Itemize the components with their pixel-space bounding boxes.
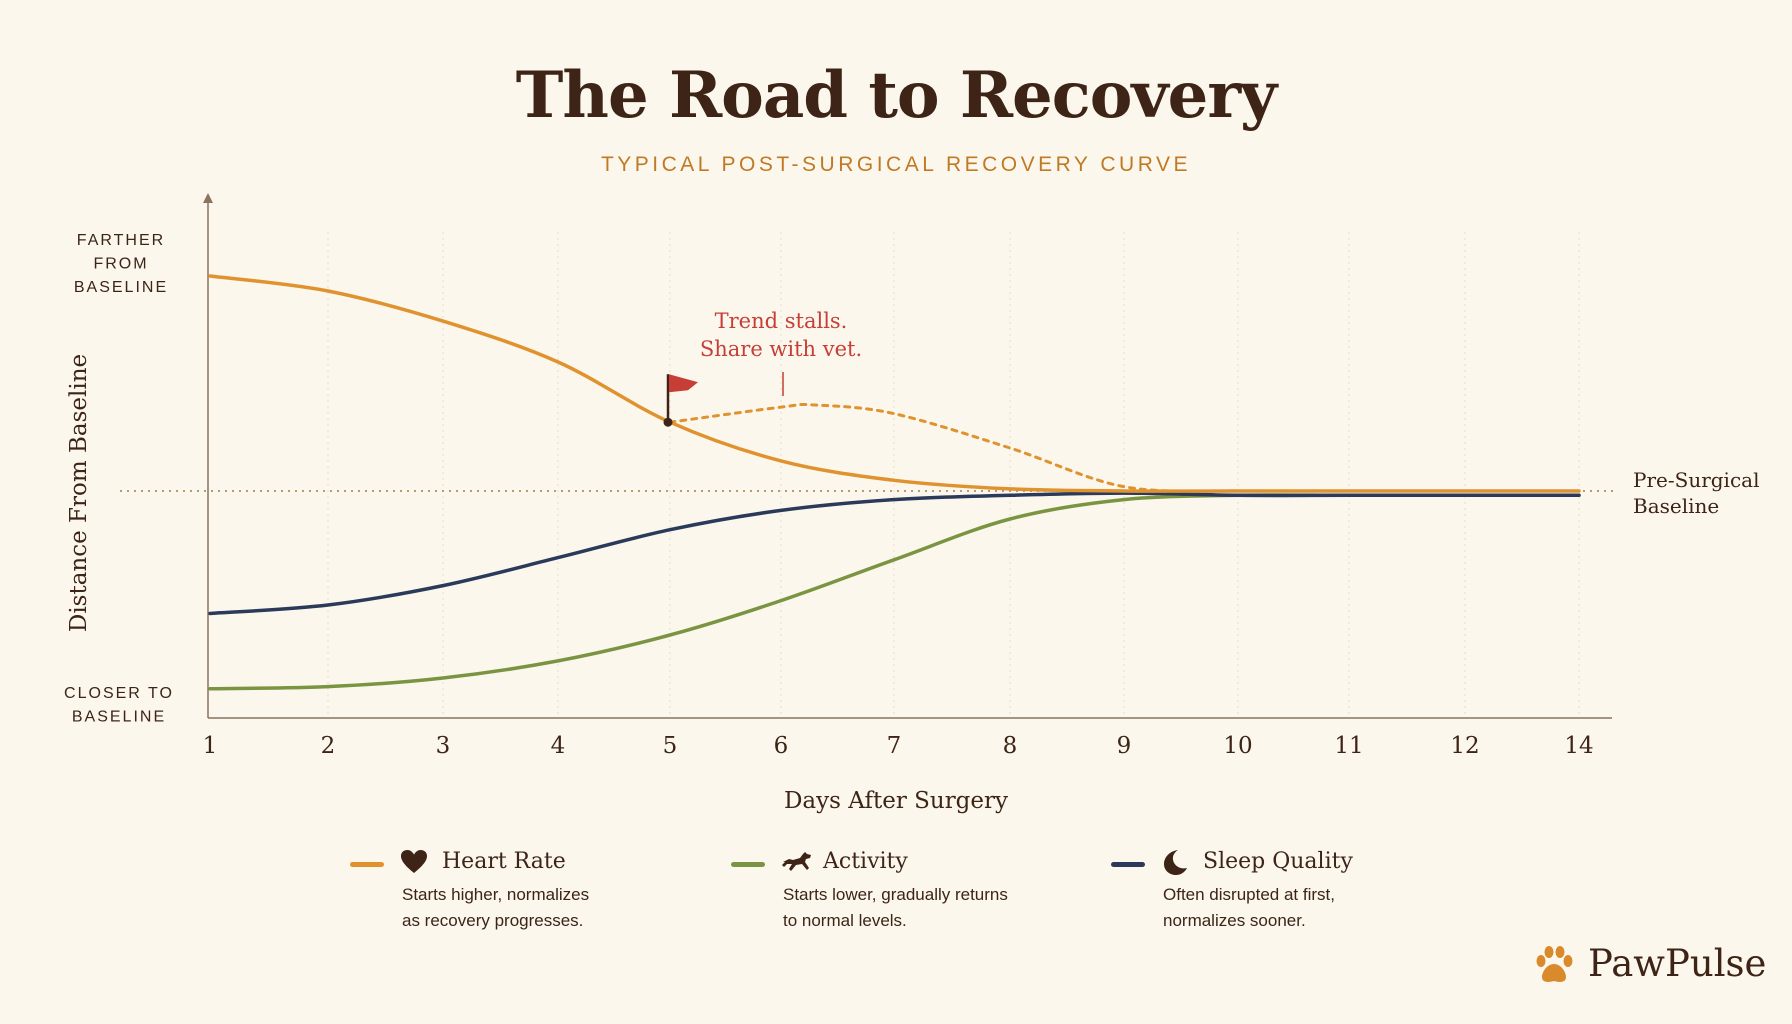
x-tick-label: 3 [436, 733, 451, 759]
chart-subtitle: TYPICAL POST-SURGICAL RECOVERY CURVE [600, 153, 1192, 176]
legend-description: Starts lower, gradually returns to norma… [783, 885, 1008, 930]
x-tick-label: 12 [1450, 733, 1479, 759]
legend-name: Activity [823, 849, 908, 874]
x-tick-label: 7 [887, 733, 902, 759]
running-dog-icon [782, 852, 811, 871]
legend-description: Often disrupted at first, normalizes soo… [1163, 885, 1335, 930]
x-tick-label: 1 [203, 733, 218, 759]
heart-icon [401, 850, 427, 873]
paw-icon [1536, 946, 1573, 982]
baseline-label-text: Baseline [1633, 494, 1719, 518]
x-tick-label: 2 [321, 733, 336, 759]
annotation-text: Share with vet. [700, 337, 862, 361]
series-line-heart-rate [208, 274, 1581, 493]
moon-icon [1164, 850, 1187, 875]
series-line-heart-rate-stalled [668, 402, 1240, 493]
y-top-label: FARTHER FROM BASELINE [74, 232, 168, 296]
series-line-sleep-quality [208, 491, 1581, 616]
brand-name: PawPulse [1588, 942, 1767, 985]
y-axis-end-label: BASELINE [74, 279, 168, 296]
x-tick-label: 6 [774, 733, 789, 759]
y-axis-end-label: FROM [93, 256, 148, 273]
x-tick-label: 10 [1223, 733, 1252, 759]
x-tick-label: 5 [663, 733, 678, 759]
x-tick-label: 11 [1334, 733, 1363, 759]
y-axis-arrow [203, 193, 213, 203]
legend-description: Starts higher, normalizes as recovery pr… [402, 885, 590, 930]
flag-icon [663, 374, 698, 427]
chart-title: The Road to Recovery [515, 58, 1277, 133]
legend-name: Heart Rate [442, 849, 566, 874]
x-tick-label: 4 [551, 733, 566, 759]
legend-swatch [1111, 862, 1145, 867]
series-lines [208, 274, 1581, 691]
legend-swatch [350, 862, 384, 867]
x-axis-label: Days After Surgery [784, 788, 1008, 814]
x-tick-labels: 1 2 3 4 5 6 7 8 9 10 11 12 14 [203, 733, 1594, 759]
y-axis-end-label: BASELINE [72, 709, 166, 726]
annotation-text: Trend stalls. [715, 309, 848, 333]
x-tick-label: 14 [1564, 733, 1593, 759]
y-axis-label: Distance From Baseline [66, 354, 92, 632]
y-axis-end-label: CLOSER TO [64, 685, 174, 702]
x-tick-label: 8 [1003, 733, 1018, 759]
grid-lines [327, 232, 1580, 718]
legend-swatch [731, 862, 765, 867]
x-tick-label: 9 [1117, 733, 1132, 759]
baseline-label-text: Pre-Surgical [1633, 468, 1759, 492]
brand-logo: PawPulse [1532, 940, 1772, 990]
legend-name: Sleep Quality [1203, 849, 1353, 874]
axes [203, 193, 1612, 719]
y-bottom-label: CLOSER TO BASELINE [64, 685, 174, 726]
y-axis-end-label: FARTHER [77, 232, 165, 249]
annotation: Trend stalls. Share with vet. [663, 309, 862, 427]
